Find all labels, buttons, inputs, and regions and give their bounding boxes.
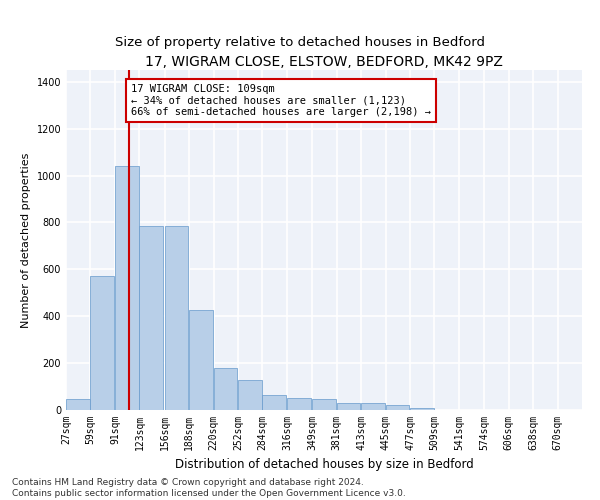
- Bar: [189, 310, 213, 410]
- Text: Contains HM Land Registry data © Crown copyright and database right 2024.
Contai: Contains HM Land Registry data © Crown c…: [12, 478, 406, 498]
- Bar: [66, 400, 89, 410]
- Text: 17 WIGRAM CLOSE: 109sqm
← 34% of detached houses are smaller (1,123)
66% of semi: 17 WIGRAM CLOSE: 109sqm ← 34% of detache…: [131, 84, 431, 117]
- Bar: [262, 395, 286, 410]
- Bar: [361, 404, 385, 410]
- Bar: [115, 166, 139, 410]
- Bar: [312, 400, 336, 410]
- Bar: [164, 226, 188, 410]
- Bar: [386, 406, 409, 410]
- Bar: [214, 368, 237, 410]
- Bar: [337, 404, 361, 410]
- Bar: [410, 408, 434, 410]
- Bar: [91, 276, 114, 410]
- Y-axis label: Number of detached properties: Number of detached properties: [21, 152, 31, 328]
- Bar: [238, 380, 262, 410]
- X-axis label: Distribution of detached houses by size in Bedford: Distribution of detached houses by size …: [175, 458, 473, 471]
- Text: Size of property relative to detached houses in Bedford: Size of property relative to detached ho…: [115, 36, 485, 49]
- Bar: [287, 398, 311, 410]
- Title: 17, WIGRAM CLOSE, ELSTOW, BEDFORD, MK42 9PZ: 17, WIGRAM CLOSE, ELSTOW, BEDFORD, MK42 …: [145, 55, 503, 69]
- Bar: [139, 226, 163, 410]
